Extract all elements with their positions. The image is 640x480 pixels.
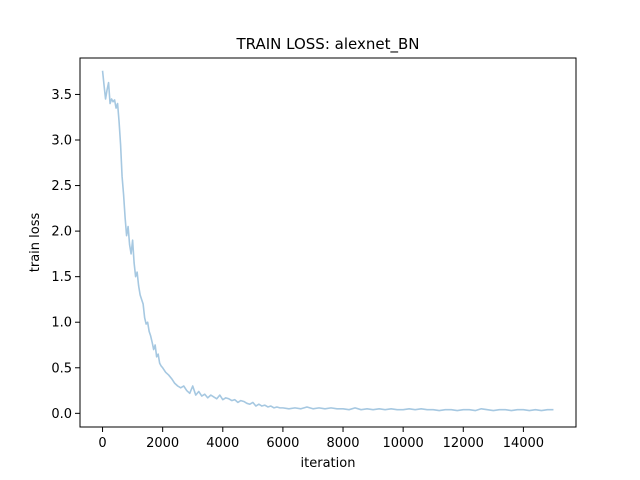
train-loss-line: [101, 70, 554, 412]
y-axis-label: train loss: [28, 213, 43, 273]
y-tick-label: 0.0: [51, 407, 72, 422]
chart-title: TRAIN LOSS: alexnet_BN: [236, 35, 420, 54]
plot-area: [80, 58, 576, 427]
y-tick-label: 3.5: [51, 88, 72, 103]
y-tick-label: 0.5: [51, 361, 72, 376]
x-tick-label: 4000: [206, 436, 239, 451]
x-tick-label: 14000: [503, 436, 544, 451]
series-layer: [101, 70, 554, 412]
x-tick-label: 10000: [382, 436, 423, 451]
x-tick-label: 8000: [326, 436, 359, 451]
y-tick-label: 2.5: [51, 179, 72, 194]
x-axis-label: iteration: [301, 456, 356, 471]
y-tick-label: 1.5: [51, 270, 72, 285]
axes-frame: [79, 57, 577, 428]
x-axis: 0 2000 4000 6000 8000 10000 12000 14000: [98, 427, 544, 451]
x-tick-label: 12000: [443, 436, 484, 451]
x-tick-label: 6000: [266, 436, 299, 451]
y-tick-label: 2.0: [51, 225, 72, 240]
x-tick-label: 2000: [146, 436, 179, 451]
y-tick-label: 1.0: [51, 316, 72, 331]
y-tick-label: 3.0: [51, 134, 72, 149]
y-axis: 0.0 0.5 1.0 1.5 2.0 2.5 3.0 3.5: [51, 88, 80, 422]
x-tick-label: 0: [98, 436, 106, 451]
